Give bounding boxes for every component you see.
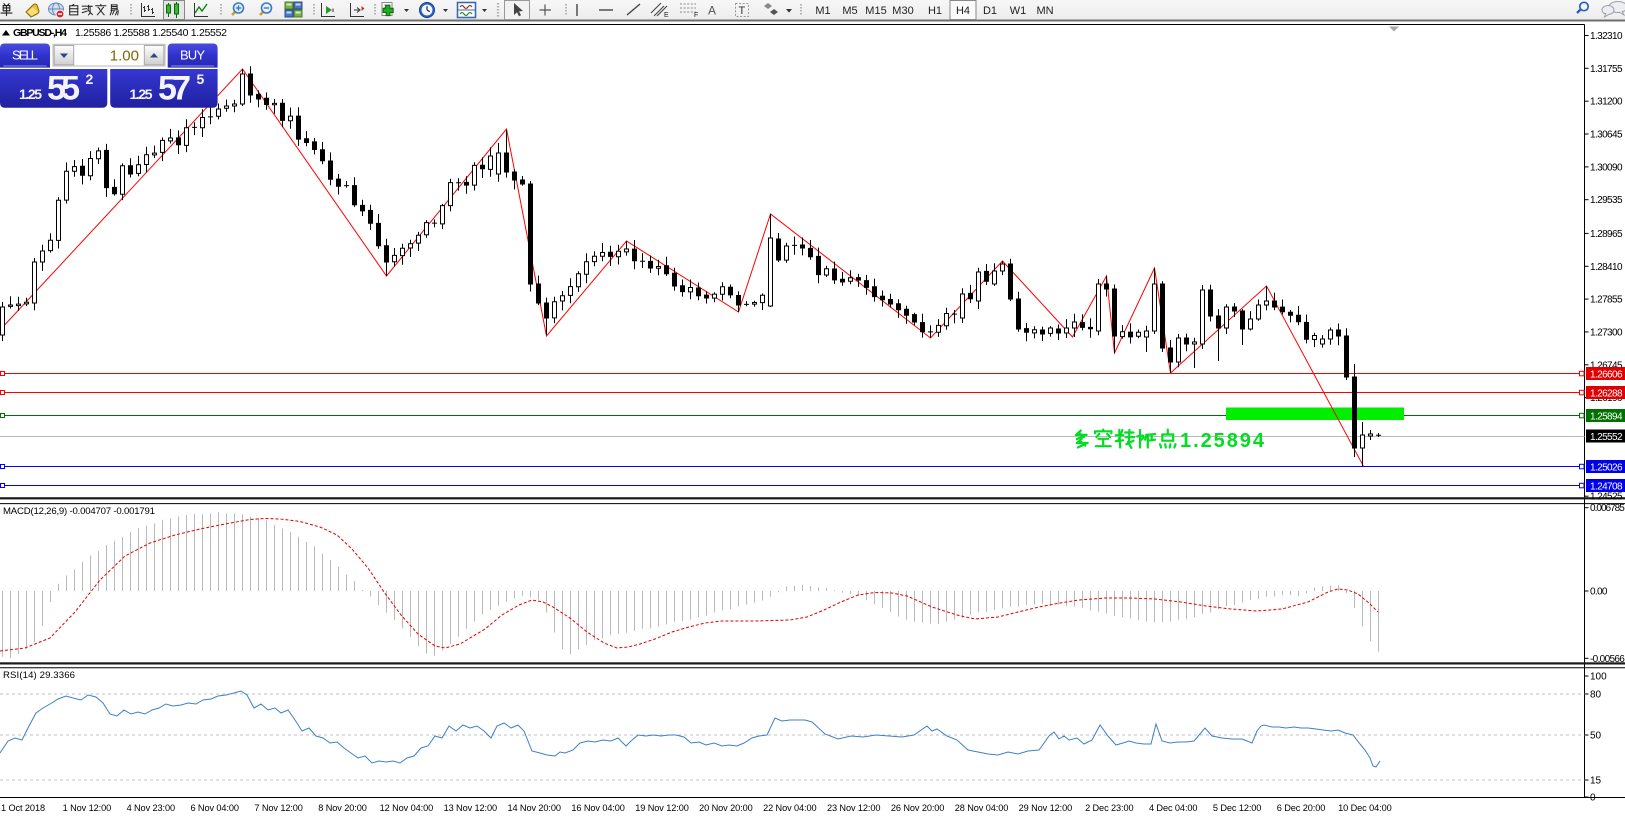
svg-text:4 Dec 04:00: 4 Dec 04:00 <box>1149 803 1197 813</box>
svg-text:1.25586 1.25588 1.25540 1.2555: 1.25586 1.25588 1.25540 1.25552 <box>75 27 227 39</box>
svg-text:14 Nov 20:00: 14 Nov 20:00 <box>507 803 560 813</box>
svg-text:1.25: 1.25 <box>19 86 42 102</box>
svg-text:13 Nov 12:00: 13 Nov 12:00 <box>444 803 497 813</box>
svg-text:1.25026: 1.25026 <box>1590 463 1623 474</box>
svg-text:1 Oct 2018: 1 Oct 2018 <box>1 803 45 813</box>
svg-text:1.26745: 1.26745 <box>1590 360 1623 371</box>
svg-text:W1: W1 <box>1010 5 1027 17</box>
svg-text:1.00: 1.00 <box>110 48 139 65</box>
svg-text:1.32310: 1.32310 <box>1590 31 1623 42</box>
svg-text:1.26288: 1.26288 <box>1590 389 1623 400</box>
svg-text:1.28965: 1.28965 <box>1590 229 1623 240</box>
svg-text:SELL: SELL <box>12 48 38 63</box>
svg-text:4 Nov 23:00: 4 Nov 23:00 <box>127 803 175 813</box>
svg-text:0.00: 0.00 <box>1590 587 1608 598</box>
svg-text:GBPUSD-,H4: GBPUSD-,H4 <box>13 27 67 39</box>
svg-text:10 Dec 04:00: 10 Dec 04:00 <box>1338 803 1391 813</box>
svg-text:D1: D1 <box>983 5 997 17</box>
svg-text:1.25894: 1.25894 <box>1590 412 1623 423</box>
svg-text:6 Dec 20:00: 6 Dec 20:00 <box>1277 803 1325 813</box>
svg-text:H1: H1 <box>928 5 942 17</box>
svg-text:2 Dec 23:00: 2 Dec 23:00 <box>1085 803 1133 813</box>
svg-text:E: E <box>664 12 669 19</box>
svg-text:5: 5 <box>197 71 205 87</box>
svg-text:1.26606: 1.26606 <box>1590 370 1623 381</box>
svg-text:1.28410: 1.28410 <box>1590 262 1623 273</box>
svg-text:12 Nov 04:00: 12 Nov 04:00 <box>380 803 433 813</box>
svg-text:0.006785: 0.006785 <box>1590 503 1625 514</box>
svg-text:M30: M30 <box>892 5 913 17</box>
svg-text:29 Nov 12:00: 29 Nov 12:00 <box>1019 803 1072 813</box>
svg-text:1.25: 1.25 <box>130 86 153 102</box>
svg-text:0: 0 <box>1590 793 1596 804</box>
svg-text:28 Nov 04:00: 28 Nov 04:00 <box>955 803 1008 813</box>
svg-text:RSI(14) 29.3366: RSI(14) 29.3366 <box>3 670 75 681</box>
svg-text:MN: MN <box>1036 5 1053 17</box>
svg-text:1.24525: 1.24525 <box>1590 492 1623 503</box>
svg-text:M15: M15 <box>865 5 886 17</box>
svg-text:22 Nov 04:00: 22 Nov 04:00 <box>763 803 816 813</box>
svg-text:20 Nov 20:00: 20 Nov 20:00 <box>699 803 752 813</box>
svg-text:19 Nov 12:00: 19 Nov 12:00 <box>635 803 688 813</box>
svg-text:50: 50 <box>1590 731 1602 742</box>
svg-text:16 Nov 04:00: 16 Nov 04:00 <box>571 803 624 813</box>
svg-text:1 Nov 12:00: 1 Nov 12:00 <box>63 803 111 813</box>
svg-text:57: 57 <box>158 70 191 108</box>
svg-text:1.24708: 1.24708 <box>1590 482 1623 493</box>
svg-text:MACD(12,26,9) -0.004707 -0.001: MACD(12,26,9) -0.004707 -0.001791 <box>3 506 155 517</box>
svg-text:1.29535: 1.29535 <box>1590 195 1623 206</box>
svg-text:1.25894: 1.25894 <box>1180 430 1265 452</box>
svg-text:2: 2 <box>86 71 94 87</box>
svg-text:8 Nov 20:00: 8 Nov 20:00 <box>318 803 366 813</box>
svg-text:F: F <box>694 12 698 19</box>
svg-text:BUY: BUY <box>180 48 205 63</box>
svg-text:15: 15 <box>1590 776 1602 787</box>
svg-text:5 Dec 12:00: 5 Dec 12:00 <box>1213 803 1261 813</box>
svg-text:1.30645: 1.30645 <box>1590 130 1623 141</box>
svg-text:M5: M5 <box>842 5 857 17</box>
svg-text:A: A <box>708 4 716 18</box>
svg-text:1.31755: 1.31755 <box>1590 64 1623 75</box>
svg-text:M1: M1 <box>815 5 830 17</box>
svg-text:26 Nov 20:00: 26 Nov 20:00 <box>891 803 944 813</box>
svg-text:H4: H4 <box>956 5 970 17</box>
svg-text:23 Nov 12:00: 23 Nov 12:00 <box>827 803 880 813</box>
svg-text:1.31200: 1.31200 <box>1590 97 1623 108</box>
svg-text:1.25552: 1.25552 <box>1590 432 1623 443</box>
svg-text:1.30090: 1.30090 <box>1590 162 1623 173</box>
svg-text:55: 55 <box>47 70 80 108</box>
svg-text:1.27855: 1.27855 <box>1590 295 1623 306</box>
svg-text:6 Nov 04:00: 6 Nov 04:00 <box>190 803 238 813</box>
svg-text:1.27300: 1.27300 <box>1590 327 1623 338</box>
svg-text:T: T <box>739 5 746 17</box>
svg-text:-0.00566: -0.00566 <box>1590 654 1625 665</box>
svg-text:7 Nov 12:00: 7 Nov 12:00 <box>254 803 302 813</box>
svg-text:80: 80 <box>1590 690 1602 701</box>
svg-text:100: 100 <box>1590 672 1607 683</box>
